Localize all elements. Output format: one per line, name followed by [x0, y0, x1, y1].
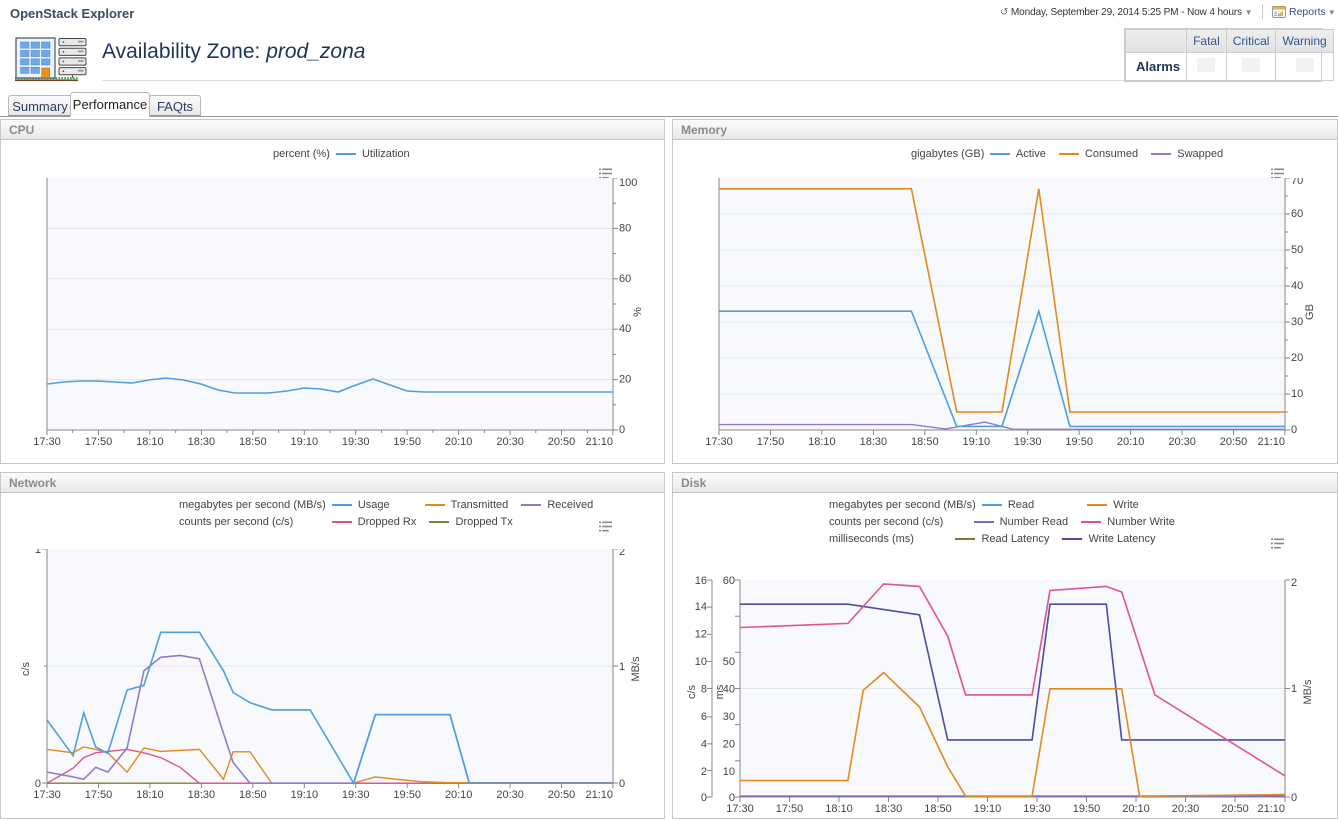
svg-text:1: 1	[619, 661, 625, 673]
svg-text:20:10: 20:10	[445, 436, 473, 448]
svg-text:4: 4	[701, 738, 707, 750]
svg-text:19:10: 19:10	[291, 789, 319, 801]
svg-text:19:10: 19:10	[291, 436, 319, 448]
svg-text:18:10: 18:10	[825, 803, 853, 815]
svg-text:60: 60	[619, 273, 631, 285]
svg-text:2: 2	[619, 549, 625, 558]
svg-text:50: 50	[723, 656, 735, 668]
svg-text:14: 14	[695, 601, 707, 613]
svg-text:c/s: c/s	[21, 661, 32, 676]
svg-text:19:30: 19:30	[342, 789, 370, 801]
svg-text:10: 10	[1291, 388, 1303, 400]
svg-text:18:50: 18:50	[239, 789, 267, 801]
svg-text:1: 1	[1291, 683, 1297, 695]
svg-text:20:30: 20:30	[1172, 803, 1200, 815]
svg-text:0: 0	[1291, 792, 1297, 804]
svg-text:80: 80	[619, 222, 631, 234]
svg-text:50: 50	[1291, 244, 1303, 256]
svg-text:18:30: 18:30	[188, 436, 216, 448]
svg-text:20:10: 20:10	[1117, 436, 1145, 448]
svg-text:18:50: 18:50	[924, 803, 952, 815]
svg-text:20:50: 20:50	[1221, 803, 1249, 815]
svg-text:20:50: 20:50	[548, 789, 576, 801]
svg-text:1: 1	[35, 549, 41, 556]
svg-text:20:50: 20:50	[1220, 436, 1248, 448]
svg-text:20:50: 20:50	[548, 436, 576, 448]
svg-text:ms: ms	[714, 684, 726, 699]
svg-text:GB: GB	[1304, 304, 1316, 320]
svg-text:2: 2	[701, 766, 707, 778]
svg-text:20: 20	[723, 738, 735, 750]
svg-text:18:50: 18:50	[239, 436, 267, 448]
svg-text:18:30: 18:30	[875, 803, 903, 815]
svg-text:10: 10	[723, 766, 735, 778]
svg-text:19:30: 19:30	[1014, 436, 1042, 448]
svg-text:19:50: 19:50	[393, 436, 421, 448]
svg-text:20:10: 20:10	[1122, 803, 1150, 815]
svg-text:c/s: c/s	[686, 684, 698, 699]
svg-text:17:30: 17:30	[33, 789, 61, 801]
svg-text:0: 0	[619, 424, 625, 436]
svg-text:19:30: 19:30	[342, 436, 370, 448]
svg-text:2: 2	[1291, 577, 1297, 589]
svg-text:20:30: 20:30	[496, 789, 524, 801]
svg-text:17:50: 17:50	[85, 789, 113, 801]
svg-text:17:50: 17:50	[85, 436, 113, 448]
svg-text:19:10: 19:10	[974, 803, 1002, 815]
svg-text:19:10: 19:10	[963, 436, 991, 448]
svg-text:30: 30	[1291, 316, 1303, 328]
svg-text:21:10: 21:10	[585, 436, 613, 448]
svg-text:21:10: 21:10	[1257, 803, 1285, 815]
svg-text:20: 20	[1291, 352, 1303, 364]
svg-text:17:30: 17:30	[726, 803, 754, 815]
svg-text:19:50: 19:50	[393, 789, 421, 801]
svg-text:19:50: 19:50	[1065, 436, 1093, 448]
svg-text:17:30: 17:30	[705, 436, 733, 448]
svg-text:17:30: 17:30	[33, 436, 61, 448]
svg-text:18:10: 18:10	[136, 789, 164, 801]
svg-text:18:30: 18:30	[188, 789, 216, 801]
svg-text:21:10: 21:10	[585, 789, 613, 801]
svg-text:%: %	[632, 307, 644, 317]
svg-text:18:10: 18:10	[808, 436, 836, 448]
svg-text:6: 6	[701, 711, 707, 723]
svg-text:0: 0	[701, 792, 707, 804]
svg-text:0: 0	[619, 778, 625, 790]
svg-text:20:30: 20:30	[496, 436, 524, 448]
svg-text:12: 12	[695, 629, 707, 641]
svg-text:8: 8	[701, 684, 707, 696]
svg-text:17:50: 17:50	[776, 803, 804, 815]
svg-text:60: 60	[723, 575, 735, 587]
svg-text:19:50: 19:50	[1073, 803, 1101, 815]
svg-text:20: 20	[619, 374, 631, 386]
svg-text:20:30: 20:30	[1168, 436, 1196, 448]
svg-text:20:10: 20:10	[445, 789, 473, 801]
svg-text:21:10: 21:10	[1257, 436, 1285, 448]
svg-text:60: 60	[1291, 208, 1303, 220]
svg-text:19:30: 19:30	[1023, 803, 1051, 815]
svg-text:40: 40	[1291, 280, 1303, 292]
svg-text:30: 30	[723, 711, 735, 723]
svg-text:0: 0	[1291, 424, 1297, 436]
svg-text:18:50: 18:50	[911, 436, 939, 448]
svg-text:MB/s: MB/s	[630, 656, 642, 682]
svg-text:70: 70	[1291, 178, 1303, 187]
svg-text:40: 40	[619, 323, 631, 335]
svg-text:MB/s: MB/s	[1302, 679, 1314, 705]
svg-text:100: 100	[619, 178, 637, 189]
svg-text:17:50: 17:50	[757, 436, 785, 448]
svg-text:16: 16	[695, 575, 707, 587]
svg-text:10: 10	[695, 656, 707, 668]
svg-text:18:10: 18:10	[136, 436, 164, 448]
svg-text:18:30: 18:30	[860, 436, 888, 448]
